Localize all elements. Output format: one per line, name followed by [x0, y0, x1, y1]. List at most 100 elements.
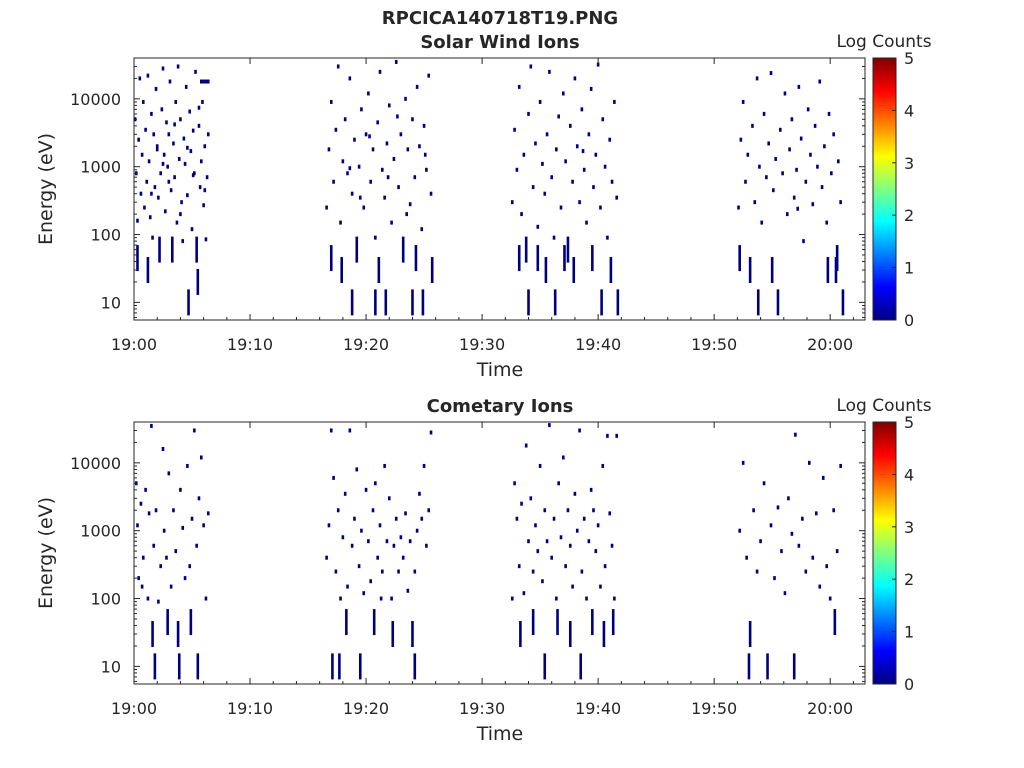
data-cell — [839, 200, 842, 205]
data-cell — [383, 463, 386, 468]
data-cell — [536, 224, 540, 229]
data-cell — [790, 531, 794, 536]
data-cell — [150, 423, 153, 428]
data-cell — [747, 653, 751, 680]
data-cell — [536, 549, 540, 554]
data-cell — [825, 564, 829, 569]
data-cell — [585, 220, 588, 225]
data-cell — [397, 569, 400, 574]
data-cell — [536, 245, 540, 272]
data-cell — [759, 539, 762, 544]
data-cell — [739, 137, 743, 142]
data-cell — [552, 516, 556, 521]
data-cell — [813, 123, 817, 128]
data-cell — [343, 491, 347, 496]
data-cell — [773, 576, 776, 581]
data-cell — [331, 653, 334, 680]
data-cell — [196, 268, 200, 295]
data-cell — [579, 653, 583, 680]
data-cell — [162, 152, 166, 157]
data-cell — [543, 653, 547, 680]
data-cell — [615, 433, 618, 438]
data-cell — [825, 220, 829, 225]
data-cell — [769, 71, 773, 76]
y-tick-label: 1000 — [80, 158, 121, 177]
data-cell — [406, 588, 410, 593]
data-cell — [418, 491, 421, 496]
data-cell — [762, 111, 766, 116]
x-tick-label: 19:20 — [343, 699, 389, 718]
data-cell — [140, 152, 144, 157]
data-cell — [517, 245, 521, 272]
data-cell — [746, 152, 750, 157]
data-cell — [592, 185, 595, 190]
data-cell — [520, 501, 523, 506]
data-cell — [191, 128, 195, 133]
data-cell — [175, 220, 179, 225]
data-cell — [744, 179, 747, 184]
data-cell — [404, 511, 407, 516]
data-cell — [188, 109, 191, 114]
data-cell — [376, 120, 379, 125]
data-cell — [415, 84, 419, 89]
data-cell — [418, 144, 421, 149]
x-tick-label: 20:00 — [807, 699, 853, 718]
data-cell — [139, 501, 143, 506]
data-cell — [390, 596, 393, 601]
data-cell — [148, 215, 152, 220]
data-cell — [776, 505, 780, 510]
data-cell — [397, 185, 400, 190]
data-cell — [180, 200, 183, 205]
x-axis: 19:00 19:10 19:20 19:30 19:40 19:50 20:00 — [111, 422, 854, 718]
data-cell — [751, 123, 754, 128]
data-cell — [527, 289, 530, 316]
data-cell — [357, 164, 361, 169]
y-axis: 10 100 1000 10000 — [70, 421, 865, 682]
data-cell — [550, 175, 554, 180]
data-cell — [541, 579, 544, 584]
y-tick-label: 100 — [90, 590, 121, 609]
data-cell — [594, 152, 598, 157]
data-cell — [186, 193, 189, 198]
data-cell — [332, 179, 335, 184]
data-cell — [517, 564, 521, 569]
data-cell — [818, 584, 822, 589]
data-cell — [608, 511, 612, 516]
x-tick-label: 19:00 — [111, 335, 157, 354]
x-tick-label: 19:00 — [111, 699, 157, 718]
data-cell — [529, 64, 533, 69]
x-axis-label: Time — [476, 723, 524, 745]
data-cell — [151, 621, 154, 648]
data-cell — [153, 185, 157, 190]
data-cell — [796, 206, 800, 211]
data-cell — [201, 99, 204, 104]
data-cell — [568, 621, 572, 648]
data-cell — [369, 579, 373, 584]
data-cell — [599, 205, 602, 210]
data-cell — [165, 555, 168, 560]
data-cell — [162, 528, 166, 533]
data-cell — [190, 516, 194, 521]
spectrogram-plot — [133, 59, 845, 316]
data-cell — [167, 471, 171, 476]
x-tick-label: 19:30 — [459, 335, 505, 354]
data-cell — [522, 591, 526, 596]
data-cell — [823, 144, 826, 149]
data-cell — [566, 508, 570, 513]
data-cell — [609, 257, 613, 284]
data-cell — [578, 200, 581, 205]
x-tick-label: 19:20 — [343, 335, 389, 354]
data-cell — [797, 84, 801, 89]
data-cell — [369, 179, 373, 184]
data-cell — [832, 508, 835, 513]
data-cell — [391, 621, 395, 648]
data-cell — [325, 205, 328, 210]
data-cell — [422, 123, 426, 128]
data-cell — [801, 516, 804, 521]
data-cell — [189, 149, 193, 154]
data-cell — [368, 134, 371, 139]
data-cell — [513, 481, 516, 486]
figure-title: RPCICA140718T19.PNG — [382, 8, 618, 29]
data-cell — [414, 245, 418, 272]
data-cell — [176, 64, 180, 69]
